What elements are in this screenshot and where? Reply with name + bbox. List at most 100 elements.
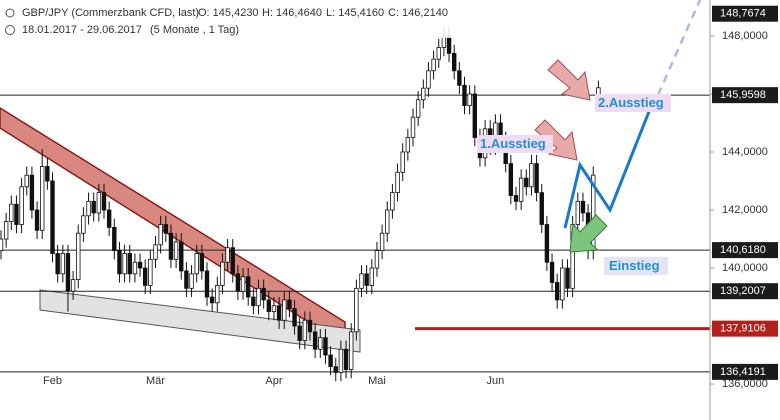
candle-body — [215, 285, 220, 304]
candle-body — [245, 276, 251, 298]
candle-body — [14, 203, 19, 225]
candle-body — [431, 58, 436, 72]
candle-body — [415, 99, 421, 118]
candle-body — [261, 287, 266, 301]
level-box — [712, 283, 778, 300]
level-box — [712, 363, 778, 380]
y-tick-label: 144,0000 — [722, 146, 768, 158]
candle-body — [555, 282, 560, 301]
candle-body — [549, 261, 555, 283]
candle-body — [513, 195, 519, 202]
header-bg — [0, 2, 470, 38]
candle-body — [251, 296, 256, 307]
date-range: 18.01.2017 - 29.06.2017 — [22, 24, 142, 36]
candle-body — [292, 308, 297, 327]
annotation-bg — [604, 257, 668, 275]
entry-arrow — [569, 214, 608, 253]
candle-body — [137, 261, 143, 269]
instrument: GBP/JPY (Commerzbank CFD, last) — [22, 7, 199, 19]
level-label: 139,2007 — [720, 285, 766, 297]
level-label: 136,4191 — [720, 366, 766, 378]
candle-body — [379, 232, 385, 252]
candle-body — [106, 209, 112, 228]
candle-body — [529, 163, 534, 188]
annotation: 2.Ausstieg — [598, 95, 664, 110]
candle-body — [194, 253, 199, 275]
candle-body — [240, 276, 246, 292]
y-tick-label: 148,0000 — [722, 30, 768, 42]
level-label: 140,6180 — [720, 244, 766, 256]
candle-body — [518, 177, 524, 202]
level-label: 148,7674 — [720, 8, 766, 20]
candle-body — [127, 253, 132, 275]
candle-body — [508, 163, 514, 196]
candle-body — [395, 171, 400, 194]
candle-body — [364, 273, 369, 286]
candle-body — [302, 319, 308, 341]
candle-body — [359, 273, 364, 289]
icon — [5, 8, 15, 18]
candle-body — [560, 267, 565, 301]
candle-body — [235, 273, 241, 292]
candle-body — [184, 270, 189, 289]
candle-body — [282, 299, 287, 321]
annotation: Einstieg — [609, 258, 660, 273]
projection-line — [563, 103, 654, 229]
candle-body — [81, 215, 86, 234]
close-value: C: 146,2140 — [388, 7, 448, 19]
level-box — [712, 242, 778, 259]
exit-arrow-1 — [534, 119, 578, 161]
candle-body — [220, 261, 225, 286]
candle-body — [539, 192, 544, 225]
candle-body — [436, 47, 441, 60]
candle-body — [575, 200, 580, 225]
level-label: 145,9598 — [720, 89, 766, 101]
candle-body — [348, 331, 354, 370]
high-value: H: 146,4640 — [262, 7, 322, 19]
candle-body — [55, 253, 60, 275]
candle-body — [0, 238, 4, 252]
candle-body — [19, 186, 24, 225]
candle-body — [148, 258, 153, 286]
candle-body — [276, 305, 282, 321]
candle-body — [374, 250, 380, 269]
candle-body — [50, 180, 55, 254]
candle-body — [189, 273, 194, 289]
candle-body — [65, 253, 71, 292]
candle-body — [179, 241, 184, 272]
annotation-bg — [595, 94, 671, 112]
candle-body — [400, 151, 405, 173]
candle-body — [524, 177, 529, 188]
candle-body — [9, 203, 14, 223]
candle-body — [230, 247, 235, 275]
candle-body — [209, 296, 215, 304]
candle-body — [163, 224, 168, 234]
candle-body — [287, 299, 292, 310]
candle-body — [333, 366, 338, 373]
annotation: 1.Ausstieg — [480, 136, 546, 151]
candle-body — [318, 337, 323, 350]
candle-body — [343, 348, 349, 370]
level-box — [712, 320, 778, 337]
candle-body — [122, 253, 127, 275]
x-tick-label: Mai — [368, 375, 386, 387]
candle-body — [307, 319, 313, 333]
candle-body — [462, 84, 467, 106]
candle-body — [101, 192, 107, 211]
candle-body — [390, 192, 395, 211]
period: (5 Monate , 1 Tag) — [150, 24, 239, 36]
candle-body — [204, 270, 210, 298]
candle-body — [112, 227, 117, 252]
candle-body — [338, 348, 344, 373]
candle-body — [451, 52, 457, 72]
candle-body — [297, 325, 302, 341]
candle-body — [40, 166, 45, 231]
x-tick-label: Feb — [43, 375, 62, 387]
candle-body — [426, 70, 431, 89]
candle-body — [385, 209, 390, 234]
clock-icon — [5, 25, 15, 35]
candle-body — [544, 224, 550, 263]
projection-dashed — [656, 0, 702, 96]
candle-body — [405, 137, 411, 153]
